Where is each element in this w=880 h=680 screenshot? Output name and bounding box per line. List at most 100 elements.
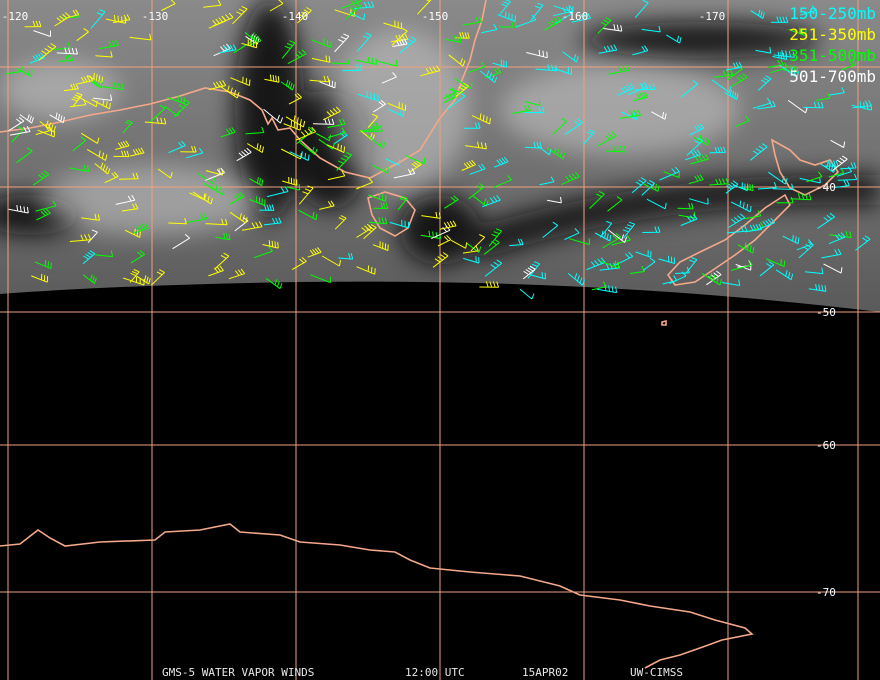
- wind-barb: [484, 259, 503, 277]
- wind-barb: [72, 136, 87, 152]
- wind-barb: [298, 185, 314, 205]
- wind-barb: [768, 171, 788, 185]
- wind-barb: [287, 49, 307, 65]
- wind-barb: [681, 80, 699, 98]
- wind-barb: [470, 234, 486, 252]
- wind-barb: [245, 126, 265, 135]
- wind-barb: [752, 97, 772, 109]
- wind-barb: [318, 138, 335, 150]
- wind-barb: [263, 108, 284, 124]
- new-zealand-north: [770, 138, 840, 196]
- wind-barb: [342, 64, 363, 72]
- wind-barb: [82, 250, 96, 265]
- wind-barb: [519, 288, 535, 300]
- wind-barb: [19, 114, 34, 124]
- wind-barb: [104, 171, 119, 184]
- wind-barb: [757, 75, 772, 91]
- wind-barb: [282, 176, 298, 186]
- wind-barb: [319, 200, 335, 210]
- wind-barb: [772, 183, 794, 190]
- wind-barb: [288, 92, 302, 105]
- wind-barb: [724, 89, 739, 100]
- wind-barb: [264, 74, 280, 83]
- wind-barb: [444, 195, 459, 209]
- footer: GMS-5 WATER VAPOR WINDS 12:00 UTC 15APR02 U…: [162, 666, 683, 679]
- wind-barb: [709, 146, 726, 154]
- wind-barb: [249, 196, 266, 206]
- wind-barb: [690, 153, 709, 165]
- wind-barb: [589, 190, 605, 209]
- wind-barb: [367, 113, 379, 128]
- wind-barb: [265, 277, 283, 290]
- wind-barb: [397, 195, 408, 211]
- wind-barb: [345, 2, 362, 20]
- wind-barb: [522, 265, 536, 280]
- wind-barb: [745, 223, 763, 233]
- wind-barb: [728, 213, 746, 228]
- wind-barb: [208, 16, 227, 29]
- wind-barbs: [4, 0, 872, 300]
- wind-barb: [168, 217, 187, 225]
- wind-barb: [796, 239, 813, 251]
- wind-barb: [642, 257, 656, 271]
- wind-barb: [621, 111, 638, 120]
- wind-barb: [115, 194, 136, 205]
- wind-barb: [336, 152, 352, 171]
- wind-barb: [787, 99, 808, 114]
- wind-barb: [161, 0, 176, 11]
- wind-barb: [69, 164, 90, 172]
- wind-barb: [817, 212, 835, 229]
- wind-barb: [634, 0, 649, 19]
- wind-barb: [129, 269, 140, 283]
- wind-barb: [494, 156, 509, 168]
- wind-barb: [461, 159, 476, 171]
- wind-barb: [215, 232, 231, 241]
- wind-barb: [368, 217, 388, 225]
- wind-barb: [113, 150, 130, 158]
- wind-barb: [16, 68, 33, 77]
- wind-barb: [391, 27, 408, 46]
- wind-barb: [553, 5, 574, 17]
- wind-barb: [659, 166, 680, 181]
- wind-barb: [168, 140, 186, 154]
- wind-barb: [471, 113, 491, 125]
- wind-barb: [823, 160, 839, 167]
- wind-barb: [299, 142, 318, 156]
- wind-barb: [69, 234, 92, 242]
- wind-barb: [619, 109, 642, 119]
- wind-barb: [803, 101, 824, 109]
- wind-barb: [602, 24, 623, 32]
- wind-barb: [765, 258, 786, 267]
- wind-barb: [285, 184, 301, 191]
- wind-barb: [311, 55, 331, 63]
- wind-barb: [372, 241, 389, 251]
- wind-barb: [841, 59, 857, 70]
- wind-barb: [58, 54, 74, 62]
- wind-barb: [583, 129, 595, 145]
- wind-barb: [81, 213, 100, 221]
- wind-barb: [554, 67, 572, 75]
- wind-barb: [479, 70, 498, 83]
- wind-barb: [334, 33, 350, 53]
- wind-barb: [772, 51, 788, 60]
- wind-barb: [686, 137, 703, 156]
- wind-barb: [310, 274, 332, 284]
- wind-barb: [244, 31, 259, 42]
- wind-barb: [263, 217, 282, 226]
- wind-barb: [767, 59, 784, 68]
- wind-barb: [356, 223, 373, 238]
- wind-barb: [776, 197, 794, 204]
- wind-barb: [312, 118, 335, 125]
- wind-barb: [591, 281, 607, 291]
- wind-barb: [629, 265, 645, 274]
- wind-barb: [157, 168, 173, 179]
- wind-barb: [187, 213, 208, 223]
- wind-barb: [242, 221, 263, 231]
- wind-barb: [122, 119, 133, 134]
- wind-barb: [790, 193, 812, 201]
- wind-barb: [11, 126, 25, 143]
- wind-barb: [552, 117, 567, 136]
- latitude-label: -70: [816, 586, 836, 599]
- legend-entry: 351-500mb: [789, 46, 876, 65]
- wind-barb: [544, 16, 563, 31]
